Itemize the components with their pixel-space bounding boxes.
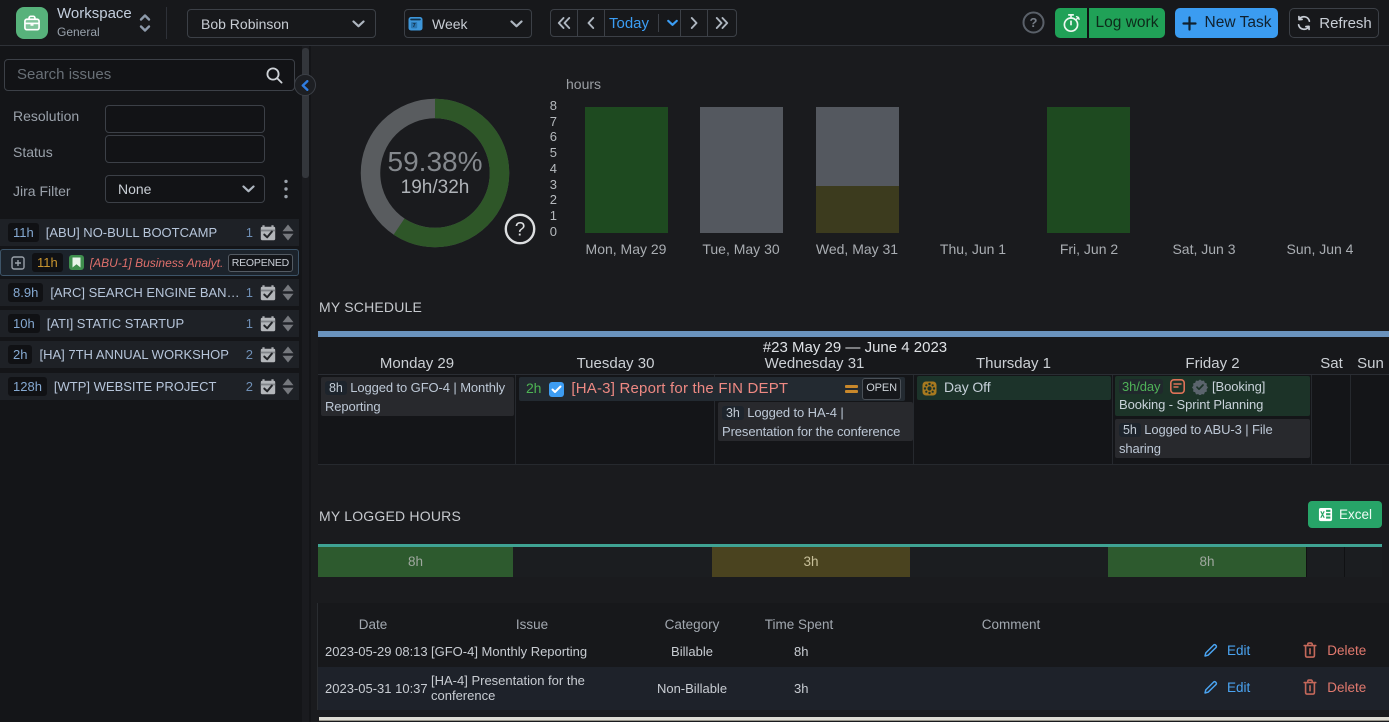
svg-text:?: ? <box>515 220 526 241</box>
svg-text:7: 7 <box>412 23 415 29</box>
svg-text:?: ? <box>1030 15 1038 30</box>
